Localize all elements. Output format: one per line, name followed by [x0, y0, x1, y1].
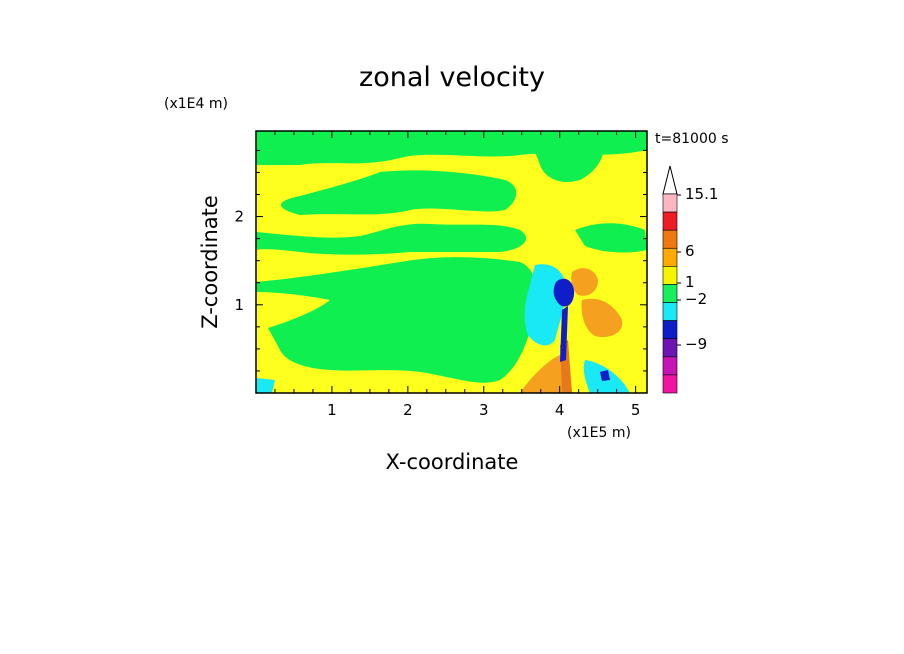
blue-streak — [560, 306, 568, 362]
time-label: t=81000 s — [655, 131, 729, 147]
colorbar-label: 15.1 — [685, 185, 718, 203]
x-scale-label: (x1E5 m) — [567, 425, 631, 441]
x-tick-label: 1 — [327, 401, 337, 419]
orange-region-right — [581, 298, 623, 338]
x-tick-label: 2 — [403, 401, 413, 419]
contour-field — [256, 131, 647, 393]
green-column-right — [520, 131, 604, 183]
colorbar-swatch — [662, 211, 678, 231]
colorbar-swatch — [662, 356, 678, 376]
green-patch-right — [575, 223, 647, 253]
colorbar-swatch — [662, 338, 678, 358]
orange-bottom — [520, 355, 572, 393]
plot-frame — [255, 130, 648, 394]
green-band-main — [256, 257, 537, 383]
green-band-upper — [281, 170, 517, 215]
green-band-mid — [256, 223, 527, 255]
orange-region-mid — [571, 268, 598, 296]
colorbar: 15.1 6 1−2 −9 — [662, 165, 718, 394]
colorbar-swatch — [662, 284, 678, 303]
y-axis-label: Z-coordinate — [198, 195, 222, 329]
colorbar-swatch — [662, 320, 678, 340]
colorbar-label: 6 — [685, 242, 695, 260]
colorbar-swatch — [662, 302, 678, 321]
colorbar-arrow — [662, 165, 678, 195]
y-tick-label: 2 — [234, 208, 244, 226]
x-tick-label: 4 — [555, 401, 565, 419]
colorbar-swatch — [662, 247, 678, 267]
cyan-bottom-left — [256, 378, 275, 393]
colorbar-swatch — [662, 374, 678, 394]
colorbar-swatch — [662, 229, 678, 249]
colorbar-swatch — [662, 266, 678, 285]
blue-spot — [600, 370, 610, 381]
blue-core — [553, 278, 575, 307]
colorbar-label: −2 — [685, 290, 707, 308]
chart-title: zonal velocity — [359, 62, 545, 93]
x-tick-label: 3 — [479, 401, 489, 419]
y-ticks: 12 — [234, 149, 647, 372]
colorbar-label: −9 — [685, 335, 707, 353]
colorbar-swatch — [662, 193, 678, 213]
x-tick-label: 5 — [631, 401, 641, 419]
y-scale-label: (x1E4 m) — [164, 96, 228, 112]
x-axis-label: X-coordinate — [386, 450, 519, 474]
x-ticks: 1 2 3 4 5 — [274, 131, 641, 419]
colorbar-label: 1 — [685, 273, 695, 291]
y-tick-label: 1 — [234, 296, 244, 314]
